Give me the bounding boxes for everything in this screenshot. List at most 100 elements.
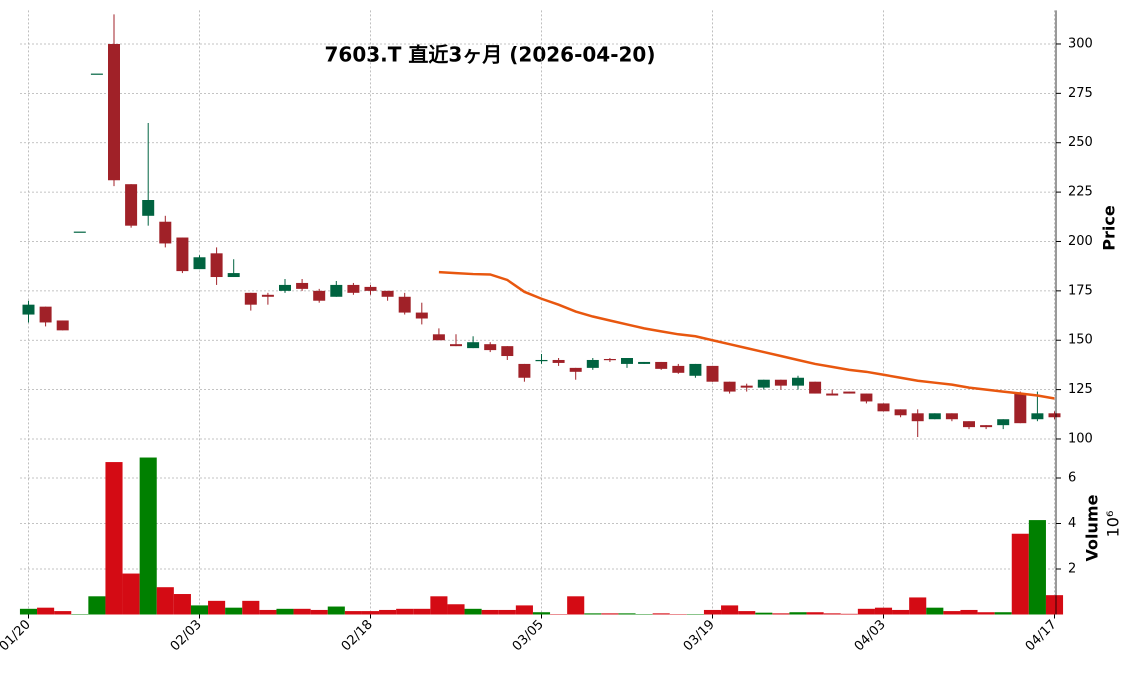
candle-body: [621, 358, 633, 364]
volume-bar: [875, 608, 892, 615]
candle-body: [518, 364, 530, 378]
candle-body: [211, 253, 223, 277]
candle-body: [604, 359, 616, 360]
volume-bar: [362, 611, 379, 614]
candle-body: [672, 366, 684, 373]
volume-bar: [584, 613, 601, 614]
candle-body: [228, 273, 240, 277]
volume-bar: [978, 612, 995, 614]
y-tick-label: 300: [1068, 36, 1093, 51]
candle-body: [91, 74, 103, 75]
volume-bar: [653, 613, 670, 614]
y2-tick-label: 2: [1068, 562, 1076, 577]
volume-exponent: 10⁶: [1104, 511, 1123, 538]
candle-body: [142, 200, 154, 216]
volume-bar: [704, 610, 721, 615]
candle-body: [1014, 394, 1026, 424]
candle-body: [74, 232, 86, 233]
volume-bar: [465, 609, 482, 615]
volume-bar: [995, 612, 1012, 614]
volume-bar: [54, 611, 71, 614]
volume-bar: [1012, 534, 1029, 615]
volume-bar: [892, 610, 909, 615]
volume-bar: [123, 574, 140, 615]
candle-body: [347, 285, 359, 293]
candle-body: [878, 403, 890, 411]
y2-tick-label: 6: [1068, 471, 1076, 486]
volume-bar: [772, 613, 789, 614]
candle-body: [125, 184, 137, 225]
y-tick-label: 150: [1068, 333, 1093, 348]
candle-body: [843, 392, 855, 394]
candle-body: [57, 320, 69, 330]
volume-bar: [242, 601, 259, 615]
candle-body: [245, 293, 257, 305]
candle-body: [895, 409, 907, 415]
volume-bar: [601, 613, 618, 614]
candle-body: [330, 285, 342, 297]
x-tick-label: 03/19: [681, 617, 718, 654]
candle-body: [501, 346, 513, 356]
volume-bar: [105, 462, 122, 614]
candle-body: [792, 378, 804, 386]
candle-body: [279, 285, 291, 291]
volume-bar: [738, 611, 755, 614]
candle-body: [467, 342, 479, 348]
y-tick-label: 100: [1068, 431, 1093, 446]
volume-bar: [379, 610, 396, 615]
candle-body: [399, 297, 411, 313]
candle-body: [860, 394, 872, 402]
candle-body: [484, 344, 496, 350]
candle-body: [1049, 413, 1061, 417]
candle-body: [553, 360, 565, 363]
volume-bar: [140, 458, 157, 615]
candle-body: [433, 334, 445, 340]
volume-bar: [516, 605, 533, 614]
volume-bar: [533, 612, 550, 614]
candle-body: [296, 283, 308, 289]
candle-body: [176, 238, 188, 272]
volume-bar: [482, 610, 499, 615]
volume-bar: [943, 611, 960, 614]
candle-body: [741, 386, 753, 388]
volume-bar: [157, 587, 174, 614]
candle-body: [262, 295, 274, 297]
volume-bar: [807, 612, 824, 614]
candle-body: [450, 344, 462, 346]
candle-body: [997, 419, 1009, 425]
candle-body: [638, 362, 650, 364]
candle-body: [536, 360, 548, 361]
y-tick-label: 200: [1068, 234, 1093, 249]
candle-body: [724, 382, 736, 392]
candle-body: [758, 380, 770, 388]
volume-bar: [225, 608, 242, 615]
volume-bar: [841, 614, 858, 615]
volume-axis-label: Volume: [1083, 494, 1102, 561]
volume-bar: [208, 601, 225, 615]
candle-body: [1031, 413, 1043, 419]
volume-bar: [276, 609, 293, 615]
candle-body: [570, 368, 582, 372]
y-tick-label: 225: [1068, 185, 1093, 200]
volume-bar: [755, 613, 772, 615]
candle-body: [382, 291, 394, 297]
candle-body: [40, 307, 52, 323]
volume-bar: [174, 594, 191, 614]
chart-title: 7603.T 直近3ヶ月 (2026-04-20): [325, 43, 656, 67]
volume-bar: [858, 609, 875, 615]
volume-bar: [430, 596, 447, 614]
x-tick-label: 04/03: [852, 617, 889, 654]
x-tick-label: 03/05: [510, 617, 547, 654]
volume-bar: [259, 610, 276, 615]
volume-bar: [567, 596, 584, 614]
candle-body: [912, 413, 924, 421]
candle-body: [826, 394, 838, 396]
candle-body: [194, 257, 206, 269]
volume-bar: [909, 597, 926, 614]
candle-body: [159, 222, 171, 244]
candle-body: [416, 313, 428, 319]
candle-body: [365, 287, 377, 291]
volume-bar: [328, 607, 345, 615]
volume-bar: [413, 609, 430, 615]
